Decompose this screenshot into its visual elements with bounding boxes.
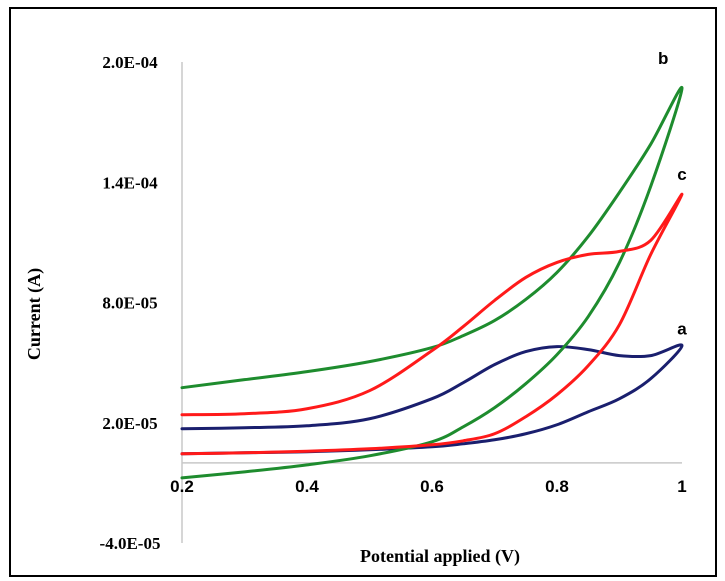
x-tick-label: 0.8 (545, 477, 569, 496)
y-tick-label: 2.0E-05 (102, 414, 157, 433)
curve-label-c: c (677, 165, 686, 184)
series-a-line (180, 343, 684, 456)
curve-label-b: b (658, 49, 668, 68)
curve-labels: a b c (658, 49, 687, 339)
y-tick-label: -4.0E-05 (100, 534, 161, 553)
curve-label-a: a (677, 320, 687, 339)
tick-labels: 2.0E-04 1.4E-04 8.0E-05 2.0E-05 -4.0E-05 0.2 0… (100, 53, 687, 553)
y-tick-label: 1.4E-04 (102, 173, 158, 192)
series-b-line (180, 86, 684, 480)
x-tick-label: 1 (677, 477, 686, 496)
y-tick-label: 8.0E-05 (102, 294, 157, 313)
x-tick-label: 0.6 (420, 477, 444, 496)
series-c-line (180, 192, 684, 456)
x-tick-label: 0.2 (170, 477, 194, 496)
axes (181, 62, 682, 543)
chart-frame (9, 7, 717, 577)
y-tick-label: 2.0E-04 (102, 53, 158, 72)
x-tick-label: 0.4 (295, 477, 319, 496)
y-axis-title: Current (A) (24, 268, 45, 360)
series-group (180, 86, 684, 480)
x-axis-title: Potential applied (V) (360, 546, 520, 567)
